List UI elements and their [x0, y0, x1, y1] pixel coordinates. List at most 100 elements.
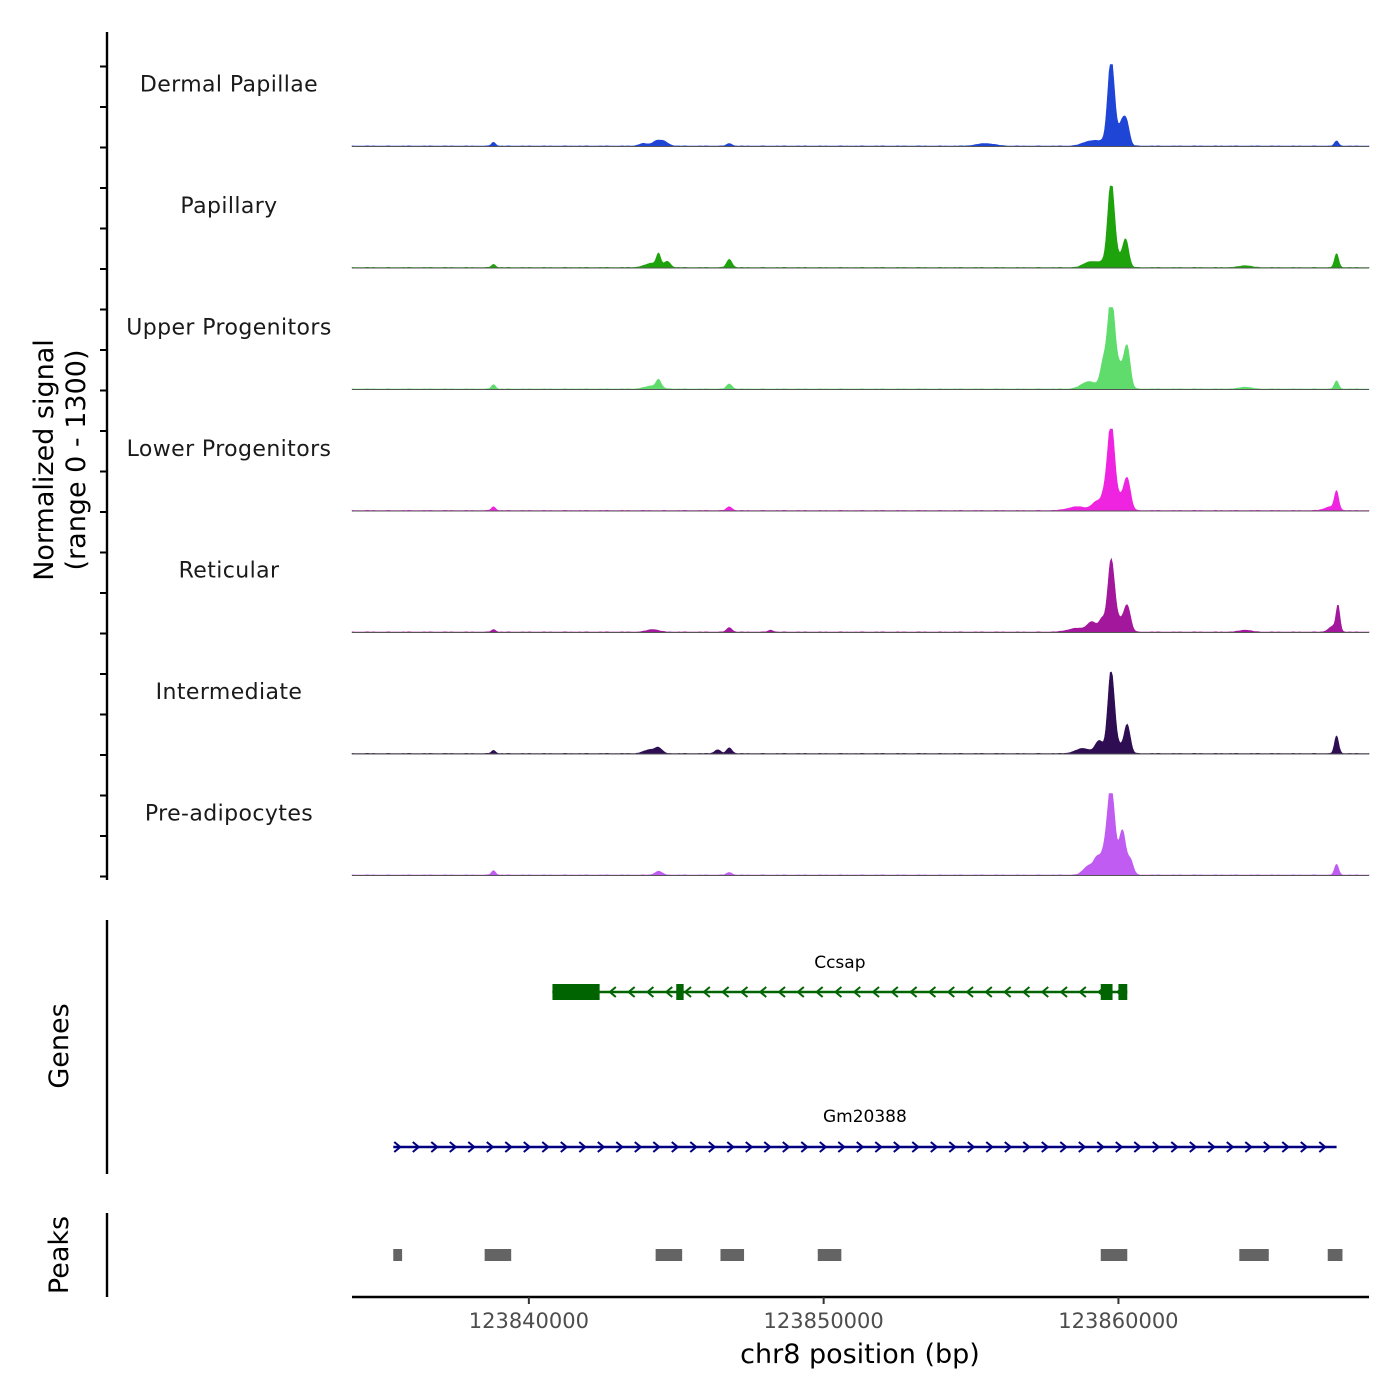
strand-arrow	[927, 986, 937, 998]
strand-arrow	[930, 1141, 939, 1153]
gene-ccsap: Ccsap	[551, 953, 1128, 1000]
strand-arrow	[615, 1141, 624, 1153]
track-papillary: Papillary	[180, 185, 1370, 269]
strand-arrow	[1040, 986, 1049, 998]
strand-arrow	[985, 1141, 994, 1153]
strand-arrow	[683, 986, 692, 998]
strand-arrow	[965, 986, 974, 998]
gene-annotations: Ccsap Gm20388	[393, 953, 1337, 1153]
strand-arrow	[909, 986, 918, 998]
track-signal-upper-progenitors	[351, 307, 1370, 390]
track-label-intermediate: Intermediate	[156, 680, 303, 705]
strand-arrow	[739, 986, 749, 998]
strand-arrow	[726, 1141, 735, 1153]
strand-arrow	[721, 986, 730, 998]
track-lower-progenitors: Lower Progenitors	[127, 428, 1370, 512]
strand-arrow	[856, 1141, 865, 1153]
peak-regions	[393, 1249, 1343, 1261]
strand-arrow	[763, 1141, 772, 1153]
exon	[676, 984, 684, 1000]
strand-arrow	[689, 1141, 698, 1153]
track-signal-lower-progenitors	[351, 428, 1370, 512]
strand-arrow	[664, 986, 673, 998]
strand-arrow	[1263, 1141, 1272, 1153]
track-label-upper-progenitors: Upper Progenitors	[126, 316, 331, 341]
strand-arrow	[800, 1141, 809, 1153]
track-pre-adipocytes: Pre-adipocytes	[145, 793, 1370, 876]
track-signal-reticular	[351, 557, 1370, 633]
gene-gm20388: Gm20388	[393, 1107, 1337, 1153]
strand-arrow	[671, 1141, 680, 1153]
strand-arrow	[833, 986, 843, 998]
strand-arrow	[708, 1141, 717, 1153]
gene-label-gm20388: Gm20388	[823, 1107, 907, 1127]
strand-arrow	[430, 1141, 439, 1153]
strand-arrow	[1244, 1141, 1253, 1153]
strand-arrow	[871, 986, 880, 998]
strand-arrow	[1078, 1141, 1087, 1153]
track-signal-papillary	[351, 185, 1370, 269]
y-axis-title: Normalized signal	[29, 339, 60, 581]
y-axis-subtitle: (range 0 - 1300)	[61, 350, 92, 571]
track-signal-intermediate	[351, 671, 1370, 755]
genes-panel-title: Genes	[44, 1003, 75, 1088]
strand-arrow	[1004, 1141, 1013, 1153]
track-intermediate: Intermediate	[156, 671, 1370, 755]
strand-arrow	[946, 986, 955, 998]
strand-arrow	[1318, 1141, 1327, 1153]
strand-arrow	[1207, 1141, 1216, 1153]
x-axis-ticks: 123840000 123850000 123860000	[469, 1297, 1179, 1333]
signal-y-ticks	[100, 65, 107, 878]
peak-region	[484, 1249, 512, 1261]
strand-arrow	[1041, 1141, 1050, 1153]
x-tick-label: 123860000	[1058, 1309, 1178, 1333]
x-tick-label: 123840000	[469, 1309, 589, 1333]
strand-arrow	[796, 986, 805, 998]
strand-arrow	[782, 1141, 791, 1153]
strand-arrow	[541, 1141, 550, 1153]
strand-arrow	[597, 1141, 606, 1153]
gene-label-ccsap: Ccsap	[814, 953, 865, 973]
strand-arrow	[1152, 1141, 1161, 1153]
strand-arrow	[1226, 1141, 1235, 1153]
strand-arrow	[1021, 986, 1031, 998]
x-tick-label: 123850000	[764, 1309, 884, 1333]
strand-arrow	[449, 1141, 458, 1153]
strand-arrow	[1078, 986, 1087, 998]
strand-arrow	[948, 1141, 957, 1153]
strand-arrow	[852, 986, 861, 998]
peak-region	[817, 1249, 842, 1261]
strand-arrow	[1115, 1141, 1124, 1153]
strand-arrow	[578, 1141, 587, 1153]
track-label-dermal-papillae: Dermal Papillae	[140, 73, 318, 98]
strand-arrow	[627, 986, 636, 998]
strand-arrow	[702, 986, 711, 998]
track-dermal-papillae: Dermal Papillae	[140, 64, 1370, 147]
strand-arrow	[645, 986, 655, 998]
track-label-reticular: Reticular	[179, 559, 280, 584]
track-upper-progenitors: Upper Progenitors	[126, 307, 1370, 390]
strand-arrow	[745, 1141, 754, 1153]
exon	[1118, 984, 1128, 1000]
strand-arrow	[777, 986, 786, 998]
strand-arrow	[819, 1141, 828, 1153]
track-label-lower-progenitors: Lower Progenitors	[127, 437, 332, 462]
strand-arrow	[412, 1141, 421, 1153]
exon	[552, 984, 600, 1000]
strand-arrow	[874, 1141, 883, 1153]
strand-arrow	[815, 986, 824, 998]
strand-arrow	[634, 1141, 643, 1153]
track-signal-pre-adipocytes	[351, 793, 1370, 876]
strand-arrow	[1300, 1141, 1309, 1153]
strand-arrow	[893, 1141, 902, 1153]
peak-region	[393, 1249, 403, 1261]
strand-arrow	[1133, 1141, 1142, 1153]
strand-arrow	[1003, 986, 1012, 998]
peak-region	[1327, 1249, 1343, 1261]
peak-region	[720, 1249, 745, 1261]
strand-arrow	[393, 1141, 402, 1153]
strand-arrow	[837, 1141, 846, 1153]
signal-tracks: Dermal Papillae Papillary Upper Progenitor…	[126, 64, 1370, 876]
peak-region	[1239, 1249, 1269, 1261]
